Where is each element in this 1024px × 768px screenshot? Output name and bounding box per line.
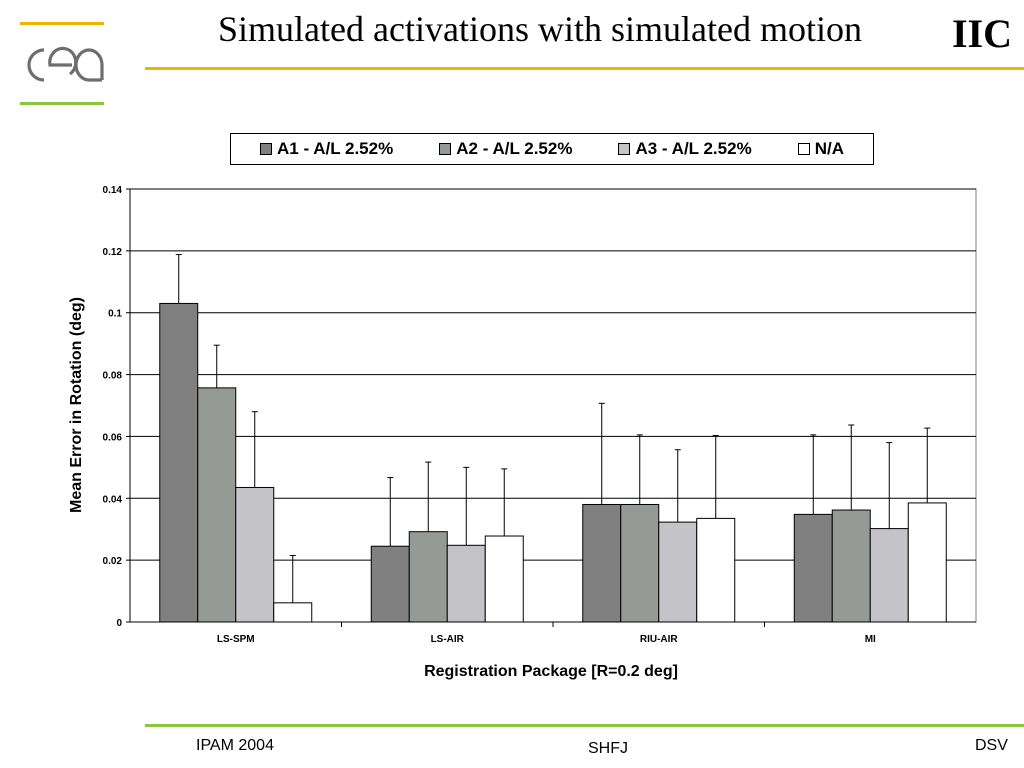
cea-logo: cea xyxy=(20,18,106,108)
y-tick-label: 0.1 xyxy=(108,309,122,320)
bar xyxy=(159,302,199,623)
footer-right-text: DSV xyxy=(975,737,1008,754)
legend-label-a1: A1 - A/L 2.52% xyxy=(277,139,394,158)
legend-label-a2: A2 - A/L 2.52% xyxy=(456,139,573,158)
y-tick-label: 0 xyxy=(116,618,122,629)
bar xyxy=(658,521,698,623)
legend-item-na: N/A xyxy=(797,139,844,159)
bar xyxy=(620,503,660,623)
bar xyxy=(869,528,909,623)
footer-left-text: IPAM 2004 xyxy=(196,737,274,754)
legend-item-a2: A2 - A/L 2.52% xyxy=(439,139,572,159)
x-category-label: LS-AIR xyxy=(431,634,465,645)
legend-swatch-a3 xyxy=(618,143,631,155)
y-axis-title: Mean Error in Rotation (deg) xyxy=(68,297,85,513)
y-tick-label: 0.14 xyxy=(103,185,123,196)
logo-top-rule xyxy=(20,22,104,25)
section-tag: IIC xyxy=(951,11,1012,56)
legend-label-a3: A3 - A/L 2.52% xyxy=(635,139,752,158)
bar xyxy=(235,486,275,623)
footer-center-text: SHFJ xyxy=(588,740,628,757)
bar xyxy=(370,545,410,623)
y-tick-label: 0.06 xyxy=(103,432,123,443)
y-tick-label: 0.04 xyxy=(103,494,123,505)
bar xyxy=(408,531,448,623)
header-orange-rule xyxy=(145,67,1024,70)
footer-green-rule xyxy=(145,724,1024,727)
cea-logo-icon xyxy=(27,46,104,82)
bar xyxy=(197,387,237,623)
y-tick-label: 0.12 xyxy=(103,247,123,258)
x-category-label: RIU-AIR xyxy=(640,634,679,645)
x-category-label: LS-SPM xyxy=(217,634,255,645)
legend-label-na: N/A xyxy=(814,139,844,158)
legend-item-a1: A1 - A/L 2.52% xyxy=(260,139,393,159)
bar xyxy=(696,517,736,623)
bar xyxy=(484,535,524,623)
bar xyxy=(831,509,871,623)
bar xyxy=(907,502,947,623)
legend-swatch-a2 xyxy=(439,143,452,155)
chart-legend: A1 - A/L 2.52% A2 - A/L 2.52% A3 - A/L 2… xyxy=(230,133,874,165)
x-axis-title: Registration Package [R=0.2 deg] xyxy=(424,663,678,680)
bar xyxy=(446,544,486,623)
y-tick-label: 0.02 xyxy=(103,556,123,567)
slide-title: Simulated activations with simulated mot… xyxy=(218,9,862,49)
bar xyxy=(793,513,833,623)
x-category-label: MI xyxy=(865,634,876,645)
legend-swatch-na xyxy=(797,143,810,155)
bar xyxy=(582,503,622,623)
logo-bottom-rule xyxy=(20,102,104,105)
legend-swatch-a1 xyxy=(260,143,272,155)
legend-item-a3: A3 - A/L 2.52% xyxy=(618,139,752,159)
y-tick-label: 0.08 xyxy=(103,371,123,382)
bar xyxy=(273,602,313,623)
